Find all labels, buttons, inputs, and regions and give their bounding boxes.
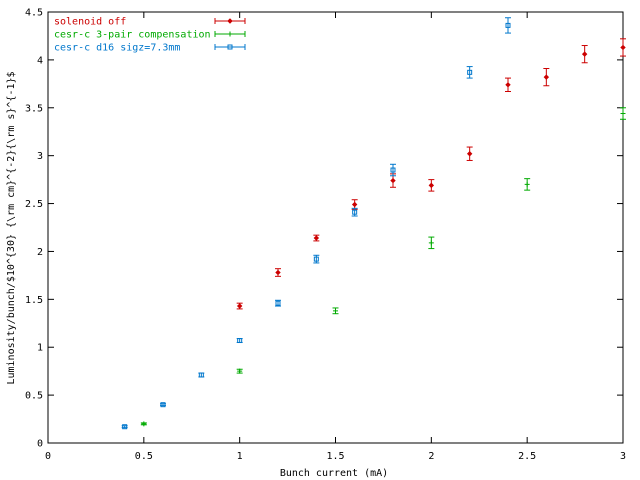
marker — [428, 240, 434, 246]
point-s2-5 — [313, 254, 320, 264]
x-axis-label: Bunch current (mA) — [280, 468, 388, 479]
x-tick-label-4: 2 — [428, 451, 434, 462]
marker — [333, 308, 338, 314]
marker — [351, 201, 358, 208]
marker — [352, 209, 358, 215]
x-tick-label-6: 3 — [620, 451, 626, 462]
point-s0-6 — [466, 146, 473, 161]
point-s0-0 — [236, 302, 243, 310]
point-s0-5 — [428, 179, 435, 192]
x-tick-label-2: 1 — [237, 451, 243, 462]
marker — [237, 368, 243, 374]
marker — [620, 44, 626, 51]
point-s2-1 — [160, 402, 166, 408]
series-2 — [121, 17, 511, 430]
point-s2-9 — [505, 17, 511, 34]
y-tick-label-0: 0 — [37, 439, 43, 450]
point-s2-4 — [275, 299, 281, 307]
point-s0-1 — [275, 268, 281, 277]
legend-item-1: cesr-c 3-pair compensation — [54, 30, 246, 41]
point-s1-2 — [332, 307, 339, 315]
legend-item-2: cesr-c d16 sigz=7.3mm — [54, 43, 246, 54]
y-tick-label-7: 3.5 — [25, 103, 43, 114]
y-tick-label-9: 4.5 — [25, 8, 43, 19]
marker — [122, 424, 128, 430]
marker — [313, 235, 320, 241]
x-tick-label-0: 0 — [45, 451, 51, 462]
marker — [543, 74, 550, 80]
point-s1-4 — [524, 178, 531, 191]
legend-marker — [227, 44, 233, 50]
marker — [505, 22, 511, 28]
marker — [428, 182, 435, 189]
plot-frame — [47, 11, 624, 444]
point-s0-10 — [620, 38, 626, 57]
point-s2-8 — [466, 66, 473, 79]
marker — [236, 303, 243, 309]
marker — [141, 421, 147, 427]
series-0 — [236, 38, 626, 310]
y-tick-label-3: 1.5 — [25, 295, 43, 306]
point-s1-0 — [140, 421, 147, 427]
x-tick-label-3: 1.5 — [326, 451, 344, 462]
marker — [466, 151, 473, 157]
y-tick-label-8: 4 — [37, 55, 43, 66]
y-tick-label-2: 1 — [37, 343, 43, 354]
x-tick-label-5: 2.5 — [518, 451, 536, 462]
legend-label: cesr-c d16 sigz=7.3mm — [54, 43, 180, 54]
marker — [390, 177, 396, 184]
point-s0-8 — [543, 68, 550, 87]
axes: 0 0.5 1 1.5 2 2.5 3 0 0.5 1 1.5 2 2.5 3 3.5 4 4.5 — [25, 8, 626, 463]
marker — [313, 256, 319, 262]
marker — [524, 181, 530, 187]
y-tick-label-4: 2 — [37, 247, 43, 258]
point-s1-3 — [428, 236, 435, 250]
marker — [620, 111, 626, 117]
marker — [390, 167, 396, 173]
series-1 — [140, 107, 626, 427]
y-tick-label-1: 0.5 — [25, 391, 43, 402]
point-s2-7 — [390, 163, 396, 177]
data-points — [121, 17, 626, 430]
point-s0-2 — [313, 234, 320, 242]
point-s1-5 — [620, 107, 626, 120]
marker — [467, 69, 473, 75]
legend-marker — [227, 18, 233, 24]
point-s2-2 — [198, 372, 205, 378]
point-s2-3 — [236, 338, 243, 344]
marker — [275, 269, 281, 276]
marker — [505, 82, 511, 88]
legend: solenoid off cesr-c 3-pair compensation ce… — [54, 17, 246, 54]
legend-item-0: solenoid off — [54, 17, 246, 28]
legend-label: cesr-c 3-pair compensation — [54, 30, 211, 41]
marker — [160, 402, 166, 408]
marker — [581, 51, 588, 57]
y-tick-label-5: 2.5 — [25, 199, 43, 210]
marker — [275, 300, 281, 306]
legend-label: solenoid off — [54, 17, 126, 28]
y-axis-label: Luminosity/bunch/$10^{30} {\rm cm}^{-2}{… — [6, 71, 17, 384]
point-s1-1 — [236, 368, 243, 374]
point-s0-9 — [581, 45, 588, 64]
y-tick-label-6: 3 — [37, 151, 43, 162]
point-s0-7 — [505, 77, 511, 92]
marker — [237, 338, 243, 344]
marker — [198, 372, 204, 378]
legend-marker — [227, 31, 233, 37]
x-tick-label-1: 0.5 — [135, 451, 153, 462]
point-s2-6 — [351, 207, 358, 217]
point-s2-0 — [121, 424, 128, 430]
